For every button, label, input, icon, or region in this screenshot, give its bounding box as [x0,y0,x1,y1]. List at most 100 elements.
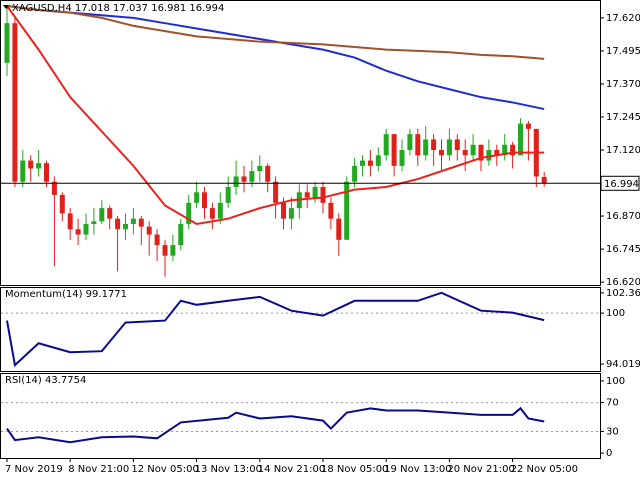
y-tick-label: 70 [606,398,619,409]
candle-body [510,144,516,156]
candle-body [478,144,484,161]
candle-body [233,176,239,187]
candle-body [91,221,97,224]
candle-body [360,160,365,166]
y-tick-label: 16.745 [606,244,640,255]
candle-body [470,144,476,156]
panel-title: RSI(14) 43.7754 [5,375,86,386]
candle-body [162,245,168,256]
candle-body [352,165,358,182]
x-tick-label: 12 Nov 05:00 [131,464,198,475]
indicator-line [6,5,545,60]
candle-body [36,163,42,169]
indicator-line [6,5,545,226]
candle-body [202,192,207,209]
candle-body [399,150,405,166]
x-tick-label: 7 Nov 2019 [5,464,63,475]
y-tick-label: 17.120 [606,145,640,156]
candle-body [130,218,136,224]
candle-body [312,186,318,198]
candle-body [115,218,121,230]
panel-title: Momentum(14) 99.1771 [5,289,127,300]
x-tick-label: 20 Nov 21:00 [447,464,514,475]
indicator-line [6,291,545,368]
candle-body [494,150,500,156]
y-tick-label: 16.620 [606,277,640,288]
candle-body [186,202,192,224]
candle-body [257,165,263,172]
candle-body [423,139,429,156]
candle-body [20,160,26,182]
candle-body [431,139,437,151]
candle-body [375,155,381,166]
candle-body [123,223,128,230]
candle-body [273,181,279,203]
candle-body [107,208,113,219]
candle-body [454,139,460,151]
y-tick-label: 17.495 [606,46,640,57]
y-tick-label: 16.870 [606,211,640,222]
menu-triangle[interactable] [3,5,9,9]
y-tick-label: 94.0192 [606,359,640,370]
candle-body [336,218,342,240]
candle-body [486,150,492,161]
candle-body [281,202,286,219]
rsi-frame [0,373,601,459]
candle-body [439,150,444,156]
candle-body [249,171,255,182]
candle-body [217,202,223,219]
candle-body [170,245,176,256]
x-tick-label: 18 Nov 05:00 [321,464,388,475]
main-frame [0,0,601,286]
x-tick-label: 14 Nov 21:00 [258,464,325,475]
candle-body [99,208,105,222]
candle-body [304,192,310,198]
candle-body [518,123,523,156]
y-tick-label: 100 [606,308,625,319]
candle-body [541,176,547,184]
y-tick-label: 0 [606,448,612,459]
candle-body [415,134,421,156]
y-tick-label: 30 [606,426,619,437]
candle-body [146,226,152,235]
candle-body [209,208,215,219]
candle-body [28,160,34,169]
x-tick-label: 8 Nov 21:00 [68,464,129,475]
candle-body [178,223,184,246]
candle-body [502,144,508,156]
indicator-line [6,406,545,444]
candle-body [288,208,294,219]
candle-body [320,186,326,203]
panel-title: XAGUSD,H4 17.018 17.037 16.981 16.994 [12,3,224,14]
candle-body [383,134,389,156]
y-tick-label: 17.370 [606,79,640,90]
y-tick-label: 102.365 [606,288,640,299]
candle-body [4,23,10,63]
candle-body [59,194,65,214]
candle-body [328,202,334,219]
candle-body [391,134,397,166]
candle-body [241,176,247,182]
candle-body [225,186,231,203]
candle-body [367,160,373,166]
candle-body [138,218,144,227]
y-tick-label: 17.245 [606,112,640,123]
candle-body [51,181,57,195]
x-tick-label: 13 Nov 13:00 [195,464,262,475]
candle-body [407,134,413,151]
candle-body [194,192,200,203]
candle-body [525,123,531,129]
x-tick-label: 22 Nov 05:00 [511,464,578,475]
candle-body [446,139,452,156]
candle-body [44,163,49,182]
x-tick-label: 19 Nov 13:00 [384,464,451,475]
y-tick-label: 17.620 [606,13,640,24]
candle-body [12,23,18,182]
candle-body [75,229,81,235]
candle-body [83,223,89,235]
candle-body [265,165,271,182]
last-price-label: 16.994 [604,179,639,190]
